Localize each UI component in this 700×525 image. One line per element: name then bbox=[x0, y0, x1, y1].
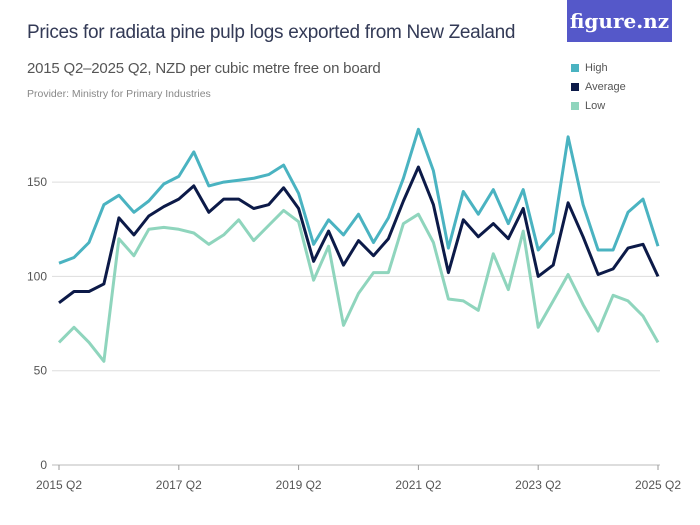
legend: High Average Low bbox=[571, 58, 626, 115]
x-tick-label: 2025 Q2 bbox=[635, 478, 681, 492]
x-tick-label: 2017 Q2 bbox=[156, 478, 202, 492]
legend-swatch bbox=[571, 63, 579, 72]
x-tick-label: 2021 Q2 bbox=[395, 478, 441, 492]
chart-subtitle: 2015 Q2–2025 Q2, NZD per cubic metre fre… bbox=[27, 60, 381, 77]
x-tick-label: 2023 Q2 bbox=[515, 478, 561, 492]
y-tick-label: 50 bbox=[34, 364, 48, 378]
x-tick-label: 2019 Q2 bbox=[276, 478, 322, 492]
legend-swatch bbox=[571, 82, 579, 91]
series-line-high bbox=[58, 127, 660, 265]
series-line-low bbox=[57, 208, 660, 363]
series-line-average bbox=[58, 165, 660, 304]
y-tick-label: 0 bbox=[40, 458, 47, 472]
legend-label: High bbox=[585, 61, 608, 74]
legend-swatch bbox=[571, 101, 579, 110]
legend-label: Low bbox=[585, 99, 606, 112]
provider-text: Provider: Ministry for Primary Industrie… bbox=[27, 88, 211, 100]
y-tick-label: 100 bbox=[27, 269, 47, 283]
y-tick-label: 150 bbox=[27, 175, 47, 189]
x-tick-label: 2015 Q2 bbox=[36, 478, 82, 492]
figure-nz-logo[interactable]: figure.nz bbox=[567, 0, 672, 42]
legend-item-low: Low bbox=[571, 96, 626, 115]
legend-item-average: Average bbox=[571, 77, 626, 96]
legend-item-high: High bbox=[571, 58, 626, 77]
legend-label: Average bbox=[585, 80, 626, 93]
chart-title: Prices for radiata pine pulp logs export… bbox=[27, 22, 516, 43]
